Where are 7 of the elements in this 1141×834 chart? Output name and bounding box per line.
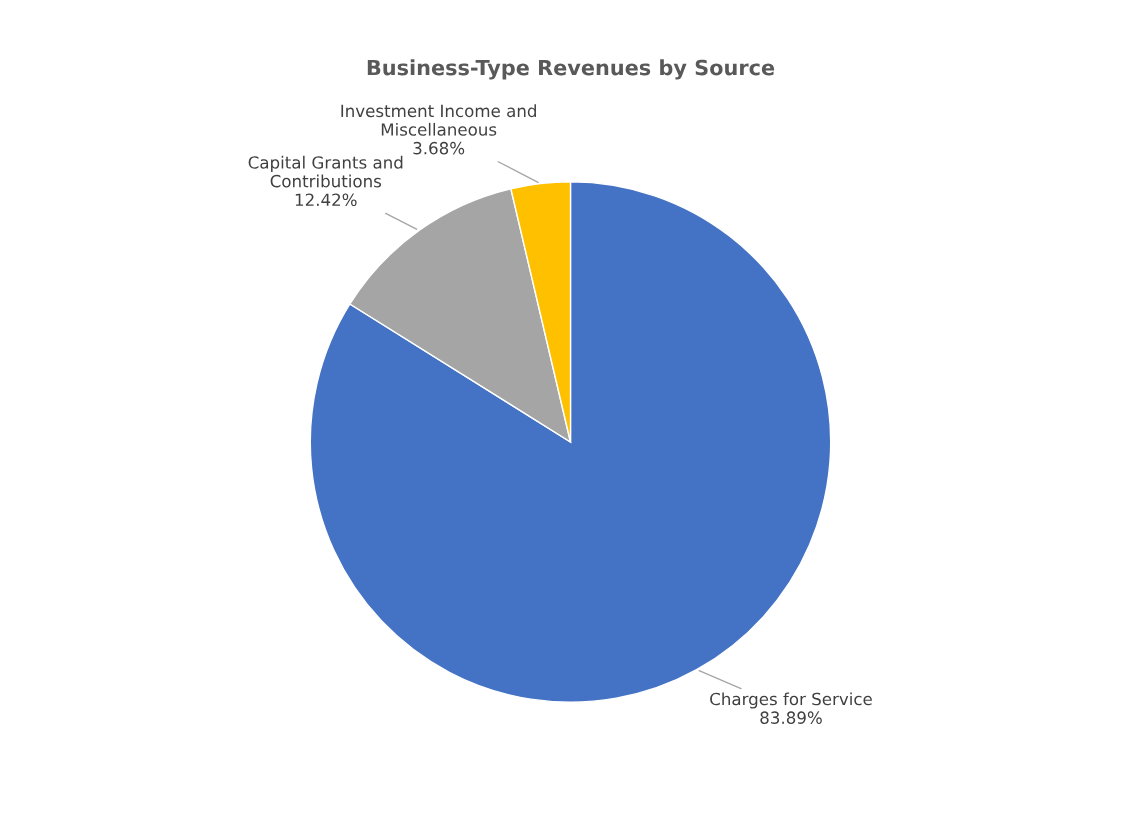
data-label: 12.42% (295, 193, 357, 207)
slice-label: Investment Income and Miscellaneous (341, 104, 536, 136)
data-label: 83.89% (760, 711, 822, 724)
chart-title: Business-Type Revenues by Source (367, 59, 775, 80)
data-label: 3.68% (413, 141, 465, 155)
slice-label: Charges for Service (710, 692, 872, 709)
slice-label: Capital Grants and Contributions (248, 155, 403, 188)
